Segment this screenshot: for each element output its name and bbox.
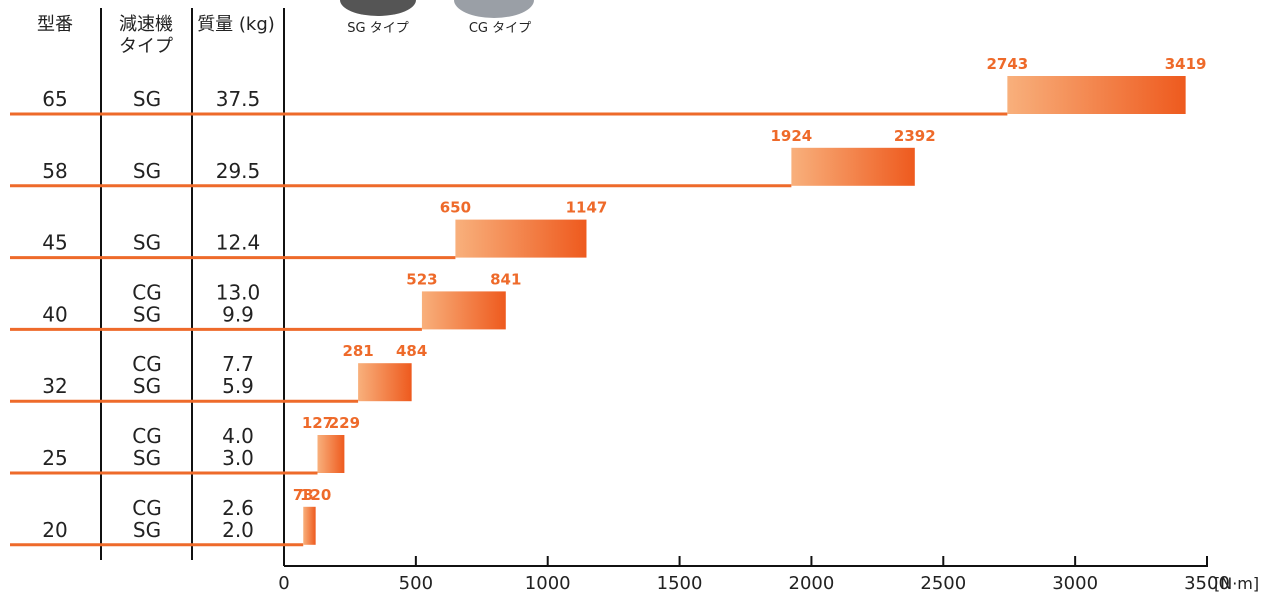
mass: 13.0 [216, 280, 261, 304]
mass: 37.5 [216, 87, 261, 111]
x-unit: [N·m] [1214, 574, 1259, 592]
model: 20 [42, 518, 67, 542]
range-bar [455, 219, 587, 258]
range-bar [358, 363, 412, 402]
model: 65 [42, 87, 67, 111]
reducer-type: SG [133, 302, 161, 326]
model: 25 [42, 446, 67, 470]
high-label: 229 [329, 414, 360, 432]
range-bar [791, 147, 915, 186]
reducer-type: SG [133, 446, 161, 470]
reducer-type: SG [133, 374, 161, 398]
reducer-type: CG [132, 424, 161, 448]
model: 40 [42, 302, 67, 326]
high-label: 841 [490, 270, 521, 288]
header: 減速機 [119, 14, 173, 35]
reducer-type: SG [133, 159, 161, 183]
mass: 5.9 [222, 374, 254, 398]
mass: 12.4 [216, 231, 261, 255]
reducer-type: SG [133, 231, 161, 255]
model: 45 [42, 231, 67, 255]
reducer-type: CG [132, 280, 161, 304]
x-tick-label: 1500 [657, 573, 703, 592]
x-tick-label: 2000 [789, 573, 835, 592]
low-label: 650 [440, 199, 471, 217]
header: 質量 (kg) [197, 14, 275, 35]
range-bar [303, 506, 316, 545]
low-label: 127 [302, 414, 333, 432]
range-bar [421, 291, 506, 330]
cg-image [454, 0, 534, 18]
x-tick-label: 0 [278, 573, 289, 592]
reducer-type: SG [133, 87, 161, 111]
mass: 7.7 [222, 352, 254, 376]
x-tick-label: 3500 [1184, 573, 1230, 592]
range-bar [317, 435, 345, 473]
model: 32 [42, 374, 67, 398]
mass: 2.0 [222, 518, 254, 542]
mass: 9.9 [222, 302, 254, 326]
sg-image [340, 0, 416, 16]
high-label: 484 [396, 342, 427, 360]
model: 58 [42, 159, 67, 183]
image-caption: CG タイプ [469, 21, 531, 36]
mass: 3.0 [222, 446, 254, 470]
high-label: 1147 [566, 199, 608, 217]
reducer-type: CG [132, 352, 161, 376]
high-label: 3419 [1165, 55, 1207, 73]
low-label: 523 [406, 270, 437, 288]
low-label: 1924 [771, 127, 813, 145]
range-bar [1007, 76, 1186, 114]
mass: 2.6 [222, 496, 254, 520]
header: 型番 [37, 14, 73, 35]
low-label: 73 [293, 486, 314, 504]
product-images [340, 0, 534, 18]
x-tick-label: 1000 [525, 573, 571, 592]
high-label: 2392 [894, 127, 936, 145]
low-label: 2743 [986, 55, 1028, 73]
x-tick-label: 500 [399, 573, 433, 592]
x-tick-label: 2500 [920, 573, 966, 592]
image-caption: SG タイプ [347, 21, 408, 36]
reducer-type: CG [132, 496, 161, 520]
reducer-type: SG [133, 518, 161, 542]
mass: 29.5 [216, 159, 261, 183]
low-label: 281 [342, 342, 373, 360]
high-label: 120 [300, 486, 331, 504]
header: タイプ [119, 36, 173, 57]
mass: 4.0 [222, 424, 254, 448]
x-tick-label: 3000 [1052, 573, 1098, 592]
